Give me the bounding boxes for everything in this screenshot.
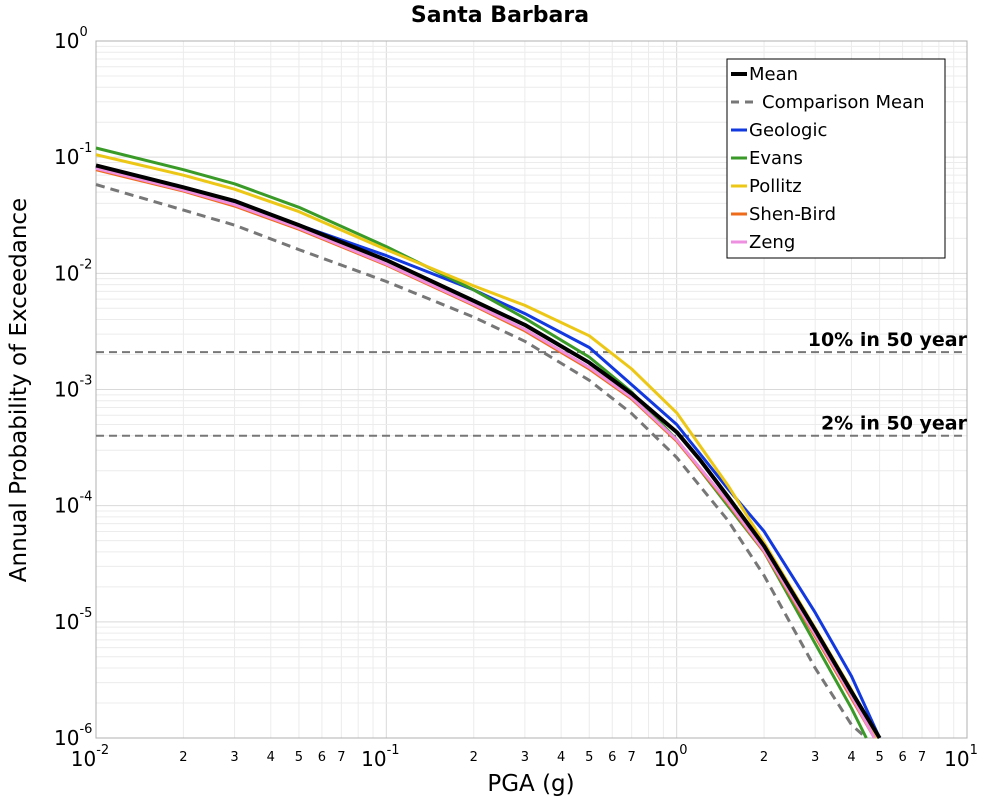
- x-minor-tick-label: 6: [898, 750, 906, 765]
- y-major-tick-label: 10-1: [54, 141, 92, 169]
- x-minor-tick-label: 4: [847, 750, 855, 765]
- x-major-tick-label: 100: [654, 743, 688, 771]
- legend-entry-label: Comparison Mean: [762, 92, 925, 113]
- y-major-tick-label: 10-4: [54, 490, 92, 518]
- legend: Mean Comparison Mean Geologic Evans Pollitz S…: [726, 58, 946, 259]
- y-tick-exponent: -6: [79, 722, 92, 737]
- x-major-tick-label: 101: [944, 743, 978, 771]
- legend-box: [726, 58, 946, 259]
- x-major-tick-label: 10-1: [361, 743, 399, 771]
- x-minor-tick-label: 7: [628, 750, 636, 765]
- x-minor-tick-label: 3: [811, 750, 819, 765]
- series-line-mean: [95, 163, 882, 740]
- y-tick-exponent: -1: [79, 141, 92, 156]
- x-tick-base: 10: [944, 747, 969, 771]
- y-tick-exponent: -3: [79, 374, 92, 389]
- x-minor-tick-label: 6: [318, 750, 326, 765]
- y-tick-base: 10: [54, 145, 79, 169]
- grid: [95, 41, 967, 739]
- x-minor-tick-label: 2: [760, 750, 768, 765]
- x-minor-tick-label: 5: [875, 750, 883, 765]
- legend-entry-label: Zeng: [749, 232, 795, 253]
- x-tick-exponent: 1: [970, 743, 978, 758]
- x-minor-tick-label: 6: [608, 750, 616, 765]
- y-major-tick-label: 10-3: [54, 374, 92, 402]
- legend-entry-label: Geologic: [749, 120, 827, 141]
- x-minor-tick-label: 2: [470, 750, 478, 765]
- x-minor-tick-label: 3: [521, 750, 529, 765]
- y-tick-base: 10: [54, 610, 79, 634]
- x-minor-tick-label: 5: [295, 750, 303, 765]
- plot-area-frame: [95, 40, 968, 739]
- x-minor-tick-label: 7: [337, 750, 345, 765]
- x-tick-base: 10: [654, 747, 679, 771]
- y-tick-exponent: 0: [79, 25, 87, 40]
- x-minor-tick-label: 2: [179, 750, 187, 765]
- y-tick-base: 10: [54, 378, 79, 402]
- series-line-zeng: [95, 166, 876, 739]
- x-axis-label: PGA (g): [487, 771, 574, 797]
- series-lines: [95, 146, 882, 740]
- y-tick-exponent: -4: [79, 490, 92, 505]
- y-major-tick-label: 10-2: [54, 257, 92, 285]
- y-tick-base: 10: [54, 494, 79, 518]
- y-major-tick-label: 10-6: [54, 722, 92, 750]
- x-minor-tick-label: 5: [585, 750, 593, 765]
- y-tick-exponent: -2: [79, 257, 92, 272]
- series-line-comparison-mean: [95, 183, 868, 740]
- y-tick-base: 10: [54, 726, 79, 750]
- x-minor-tick-label: 4: [267, 750, 275, 765]
- y-axis-label: Annual Probability of Exceedance: [6, 198, 32, 582]
- y-major-tick-label: 10-5: [54, 606, 92, 634]
- x-minor-tick-label: 7: [918, 750, 926, 765]
- y-tick-exponent: -5: [79, 606, 92, 621]
- legend-entry-label: Pollitz: [749, 176, 802, 197]
- y-major-tick-label: 100: [54, 25, 88, 53]
- legend-entry-label: Mean: [749, 64, 798, 85]
- reference-line-label: 2% in 50 year: [821, 413, 968, 435]
- y-tick-base: 10: [54, 261, 79, 285]
- x-minor-tick-label: 4: [557, 750, 565, 765]
- x-minor-tick-label: 3: [230, 750, 238, 765]
- chart-title: Santa Barbara: [411, 3, 589, 28]
- reference-line-label: 10% in 50 year: [808, 329, 968, 351]
- x-tick-exponent: -1: [387, 743, 400, 758]
- x-tick-base: 10: [71, 747, 96, 771]
- x-tick-base: 10: [361, 747, 386, 771]
- y-tick-base: 10: [54, 29, 79, 53]
- legend-entry-label: Evans: [749, 148, 803, 169]
- legend-entry-label: Shen-Bird: [749, 204, 836, 225]
- x-tick-exponent: 0: [679, 743, 687, 758]
- series-line-evans: [95, 146, 868, 739]
- reference-lines: 10% in 50 year 2% in 50 year: [96, 329, 968, 437]
- x-major-tick-label: 10-2: [71, 743, 109, 771]
- x-tick-exponent: -2: [96, 743, 109, 758]
